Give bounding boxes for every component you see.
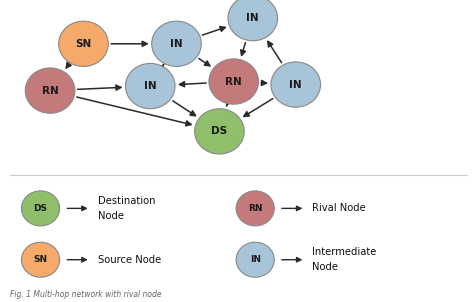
Text: IN: IN <box>170 39 182 49</box>
Text: RN: RN <box>225 76 242 87</box>
Text: DS: DS <box>211 126 227 137</box>
Text: IN: IN <box>289 79 301 90</box>
Ellipse shape <box>25 68 75 113</box>
Ellipse shape <box>228 0 277 41</box>
Ellipse shape <box>236 191 274 226</box>
Text: IN: IN <box>144 81 156 91</box>
Ellipse shape <box>21 242 60 277</box>
Text: IN: IN <box>246 13 258 23</box>
Text: IN: IN <box>249 255 260 264</box>
Ellipse shape <box>151 21 201 66</box>
Text: Node: Node <box>98 211 124 221</box>
Text: DS: DS <box>33 204 48 213</box>
Ellipse shape <box>125 63 175 109</box>
Ellipse shape <box>208 59 258 104</box>
Text: RN: RN <box>41 85 59 96</box>
Text: Fig. 1 Multi-hop network with rival node: Fig. 1 Multi-hop network with rival node <box>10 290 161 299</box>
Ellipse shape <box>236 242 274 277</box>
Text: SN: SN <box>33 255 48 264</box>
Text: Intermediate: Intermediate <box>312 247 376 257</box>
Text: SN: SN <box>75 39 91 49</box>
Ellipse shape <box>59 21 108 66</box>
Text: Source Node: Source Node <box>98 255 161 265</box>
Ellipse shape <box>194 109 244 154</box>
Ellipse shape <box>270 62 320 107</box>
Ellipse shape <box>21 191 60 226</box>
Text: RN: RN <box>248 204 262 213</box>
Text: Rival Node: Rival Node <box>312 203 366 214</box>
Text: Node: Node <box>312 262 338 272</box>
Text: Destination: Destination <box>98 196 155 206</box>
